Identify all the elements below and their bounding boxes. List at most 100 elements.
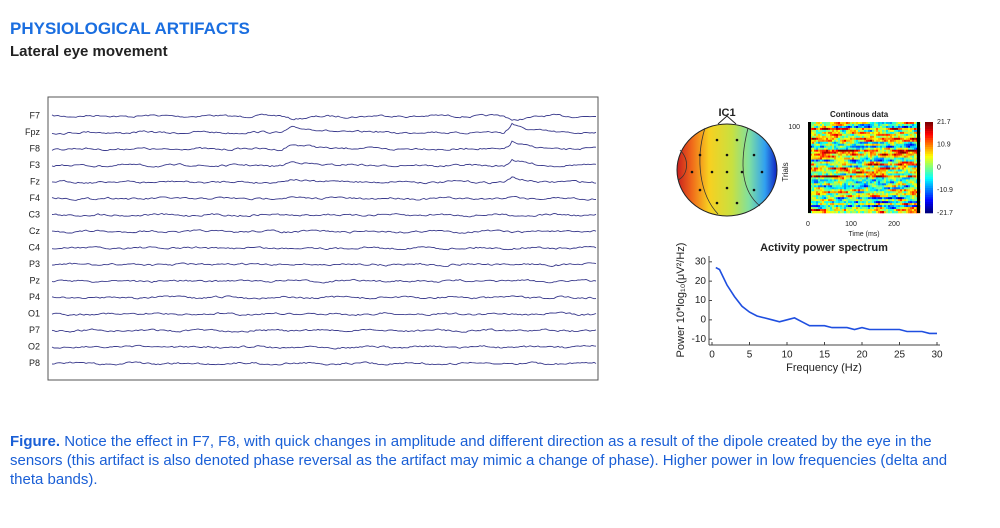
- heat-cell: [872, 129, 875, 133]
- heat-cell: [852, 155, 855, 158]
- heat-cell: [812, 151, 815, 154]
- colorbar-cell: [925, 206, 933, 209]
- heat-cell: [820, 191, 823, 194]
- heat-cell: [910, 177, 913, 180]
- heat-cell: [834, 161, 837, 164]
- heat-cell: [910, 209, 913, 212]
- heat-cell: [816, 149, 819, 152]
- heat-cell: [826, 123, 829, 127]
- heat-cell: [826, 125, 829, 129]
- heat-cell: [912, 189, 915, 192]
- heat-cell: [900, 185, 903, 188]
- heat-cell: [874, 143, 877, 147]
- heat-cell: [860, 171, 863, 174]
- heat-cell: [826, 145, 829, 149]
- heat-cell: [838, 147, 841, 150]
- heat-cell: [830, 153, 833, 156]
- heat-cell: [812, 173, 815, 176]
- heat-cell: [886, 157, 889, 160]
- heat-cell: [810, 141, 813, 145]
- heat-cell: [882, 201, 885, 204]
- heat-cell: [904, 141, 907, 145]
- heat-cell: [892, 187, 895, 190]
- heat-cell: [850, 175, 853, 178]
- heat-cell: [890, 129, 893, 133]
- heat-cell: [832, 179, 835, 182]
- heat-cell: [902, 195, 905, 198]
- heat-cell: [826, 201, 829, 204]
- heat-cell: [898, 203, 901, 206]
- heat-cell: [886, 145, 889, 149]
- heat-cell: [820, 153, 823, 156]
- heat-cell: [896, 147, 899, 150]
- heat-cell: [810, 139, 813, 143]
- y-tick-label: 20: [695, 276, 707, 287]
- heat-cell: [872, 143, 875, 147]
- heat-cell: [874, 189, 877, 192]
- heat-cell: [820, 179, 823, 182]
- heat-cell: [898, 211, 901, 214]
- heat-cell: [832, 123, 835, 127]
- heat-cell: [872, 195, 875, 198]
- heat-cell: [854, 139, 857, 143]
- heat-cell: [902, 133, 905, 137]
- heat-cell: [846, 159, 849, 162]
- heat-cell: [892, 191, 895, 194]
- heat-cell: [906, 151, 909, 154]
- heat-cell: [888, 181, 891, 184]
- heat-cell: [882, 122, 885, 125]
- heat-cell: [852, 163, 855, 166]
- heat-cell: [912, 155, 915, 158]
- heat-cell: [868, 201, 871, 204]
- heat-cell: [820, 133, 823, 137]
- heat-cell: [828, 139, 831, 143]
- heat-cell: [812, 191, 815, 194]
- heat-cell: [832, 189, 835, 192]
- heat-cell: [832, 183, 835, 186]
- heat-cell: [818, 173, 821, 176]
- heat-cell: [896, 167, 899, 170]
- heat-cell: [842, 193, 845, 196]
- heat-cell: [854, 201, 857, 204]
- heat-cell: [898, 143, 901, 147]
- heat-cell: [844, 163, 847, 166]
- heat-cell: [912, 173, 915, 176]
- heat-cell: [912, 137, 915, 141]
- heat-cell: [852, 129, 855, 133]
- heat-cell: [856, 187, 859, 190]
- heat-cell: [892, 163, 895, 166]
- heat-cell: [812, 159, 815, 162]
- heat-cell: [814, 125, 817, 129]
- heat-cell: [888, 169, 891, 172]
- heat-cell: [814, 169, 817, 172]
- heat-cell: [832, 161, 835, 164]
- heat-cell: [834, 181, 837, 184]
- heat-cell: [814, 153, 817, 156]
- heat-cell: [880, 203, 883, 206]
- heat-cell: [830, 131, 833, 135]
- heat-cell: [844, 211, 847, 214]
- heat-cell: [898, 207, 901, 210]
- heat-cell: [818, 167, 821, 170]
- heat-cell: [870, 211, 873, 214]
- x-axis-label: Frequency (Hz): [786, 362, 862, 374]
- heat-cell: [864, 167, 867, 170]
- colorbar-cell: [925, 128, 933, 132]
- heat-cell: [848, 167, 851, 170]
- heat-cell: [884, 191, 887, 194]
- heat-cell: [888, 191, 891, 194]
- heat-cell: [902, 173, 905, 176]
- heat-cell: [842, 197, 845, 200]
- heat-cell: [892, 195, 895, 198]
- heat-cell: [888, 207, 891, 210]
- heat-cell: [846, 175, 849, 178]
- heat-cell: [872, 193, 875, 196]
- heat-cell: [846, 201, 849, 204]
- heat-cell: [896, 203, 899, 206]
- heat-cell: [844, 189, 847, 192]
- heat-cell: [886, 195, 889, 198]
- heat-cell: [864, 161, 867, 164]
- heat-cell: [826, 209, 829, 212]
- heat-cell: [858, 125, 861, 129]
- heat-cell: [828, 211, 831, 214]
